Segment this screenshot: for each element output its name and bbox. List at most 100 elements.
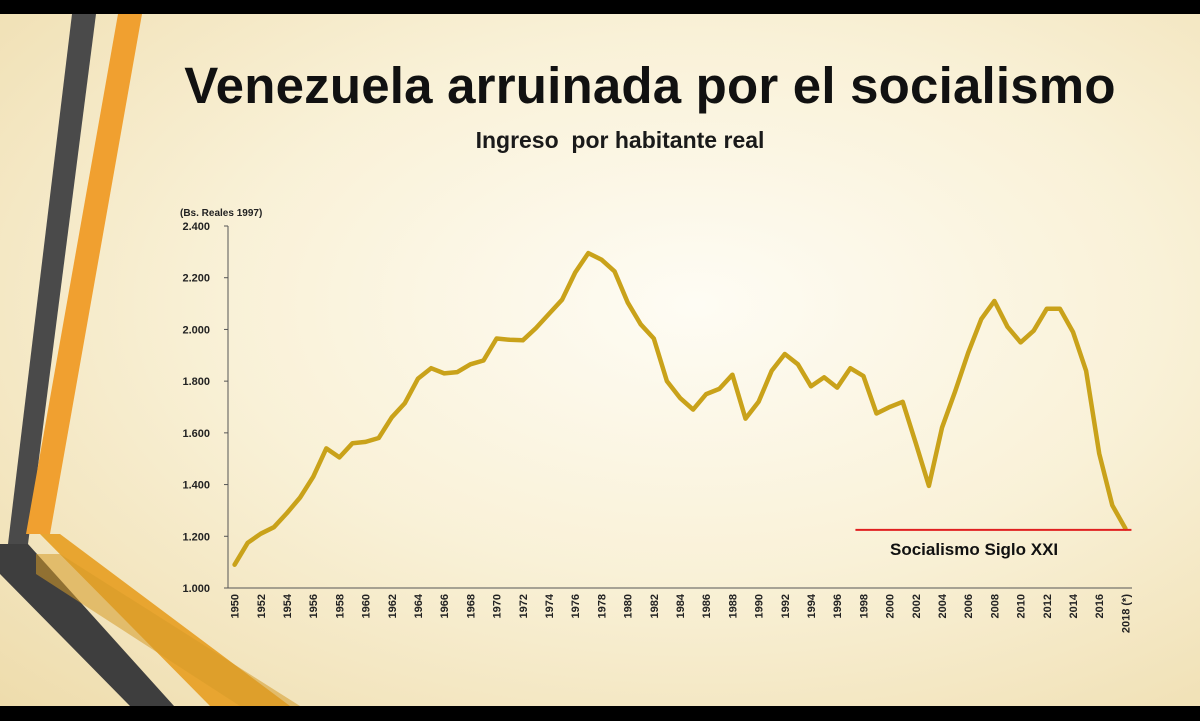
data-point xyxy=(429,366,433,371)
x-tick-label: 1998 xyxy=(858,594,870,618)
data-point xyxy=(887,405,892,409)
data-point xyxy=(285,511,289,515)
data-point xyxy=(573,270,577,275)
data-point xyxy=(1084,369,1088,373)
data-point xyxy=(914,441,918,446)
data-point xyxy=(927,484,931,488)
orange-stripe-left xyxy=(26,14,142,534)
x-tick-label: 1964 xyxy=(413,593,425,618)
data-point xyxy=(756,400,761,404)
x-tick-label: 1972 xyxy=(518,594,530,618)
data-point xyxy=(455,370,460,374)
data-point xyxy=(481,358,486,363)
data-point xyxy=(272,525,276,530)
data-point xyxy=(599,257,604,262)
data-point xyxy=(1058,306,1062,311)
data-point xyxy=(1018,340,1023,345)
data-point xyxy=(311,475,315,479)
x-tick-label: 1956 xyxy=(308,594,320,618)
data-point xyxy=(638,322,643,327)
x-tick-label: 1990 xyxy=(754,594,766,618)
data-point xyxy=(848,366,853,371)
data-point xyxy=(494,336,499,341)
data-point xyxy=(403,401,407,405)
x-tick-label: 1974 xyxy=(544,593,556,618)
annotation-label: Socialismo Siglo XXI xyxy=(890,540,1058,559)
x-tick-label: 2010 xyxy=(1016,594,1028,618)
data-point xyxy=(468,362,473,367)
data-point xyxy=(586,251,591,255)
x-tick-label: 1996 xyxy=(832,594,844,618)
data-point xyxy=(507,337,512,342)
x-tick-label: 1976 xyxy=(570,594,582,618)
chart-subtitle: Ingreso por habitante real xyxy=(475,127,765,153)
data-point xyxy=(1045,306,1049,311)
x-tick-label: 2004 xyxy=(937,593,949,618)
data-point xyxy=(769,369,774,373)
data-point xyxy=(651,336,656,341)
x-tick-label: 2002 xyxy=(911,594,923,618)
y-tick-label: 1.600 xyxy=(182,428,210,440)
data-point xyxy=(625,300,630,305)
y-unit-label: (Bs. Reales 1997) xyxy=(180,208,262,219)
y-tick-label: 2.200 xyxy=(182,273,210,285)
x-tick-label: 2006 xyxy=(963,594,975,618)
series-line-income xyxy=(232,250,1128,567)
slide: Venezuela arruinada por el socialismo In… xyxy=(0,14,1200,706)
data-point xyxy=(547,312,551,316)
x-tick-label: 2012 xyxy=(1042,594,1054,618)
x-tick-label: 1966 xyxy=(439,594,451,618)
data-point xyxy=(560,297,564,302)
data-point xyxy=(953,389,957,394)
data-point xyxy=(704,392,709,396)
data-point xyxy=(783,352,787,356)
data-point xyxy=(678,396,682,400)
x-tick-label: 1952 xyxy=(256,594,268,618)
orange-bottom-fill xyxy=(36,554,300,706)
data-point xyxy=(1097,451,1102,456)
data-point xyxy=(979,317,984,321)
data-point xyxy=(835,385,840,390)
data-point xyxy=(520,338,525,343)
y-tick-label: 1.400 xyxy=(182,480,210,492)
y-tick-label: 1.000 xyxy=(182,583,210,595)
data-point xyxy=(743,416,748,421)
slide-title: Venezuela arruinada por el socialismo xyxy=(184,57,1116,114)
data-point xyxy=(809,384,813,389)
data-point xyxy=(337,455,342,460)
data-point xyxy=(691,407,695,412)
data-point xyxy=(1005,325,1010,329)
x-tick-label: 2014 xyxy=(1068,593,1080,618)
x-tick-label: 2008 xyxy=(989,594,1001,618)
x-tick-label: 1978 xyxy=(596,594,608,618)
data-point xyxy=(350,441,355,446)
data-point xyxy=(534,326,538,330)
data-point xyxy=(389,415,394,420)
data-point xyxy=(874,411,879,416)
data-point xyxy=(324,446,329,451)
data-point xyxy=(900,400,905,404)
data-point xyxy=(822,375,826,380)
data-point xyxy=(966,350,971,355)
x-tick-label: 1970 xyxy=(492,594,504,618)
x-tick-label: 1994 xyxy=(806,593,818,618)
data-point xyxy=(416,376,420,381)
x-tick-label: 2000 xyxy=(885,594,897,618)
decorative-stripes xyxy=(0,14,300,706)
data-point xyxy=(861,374,866,378)
data-point xyxy=(298,495,302,500)
data-point xyxy=(730,372,735,377)
y-tick-label: 2.400 xyxy=(182,221,210,233)
data-point xyxy=(1071,330,1075,334)
x-tick-label: 1958 xyxy=(334,594,346,618)
data-point xyxy=(796,362,800,367)
data-point xyxy=(363,440,368,444)
x-tick-label: 1982 xyxy=(649,594,661,618)
data-point xyxy=(992,299,997,303)
data-point xyxy=(232,562,237,567)
data-points xyxy=(232,251,1128,567)
y-tick-label: 1.800 xyxy=(182,376,210,388)
y-tick-label: 1.200 xyxy=(182,531,210,543)
x-ticks: 1950 1952 1954 1956 1958 1960 1962 1964 1966 1968… xyxy=(230,593,1133,633)
x-tick-label: 1968 xyxy=(465,594,477,618)
